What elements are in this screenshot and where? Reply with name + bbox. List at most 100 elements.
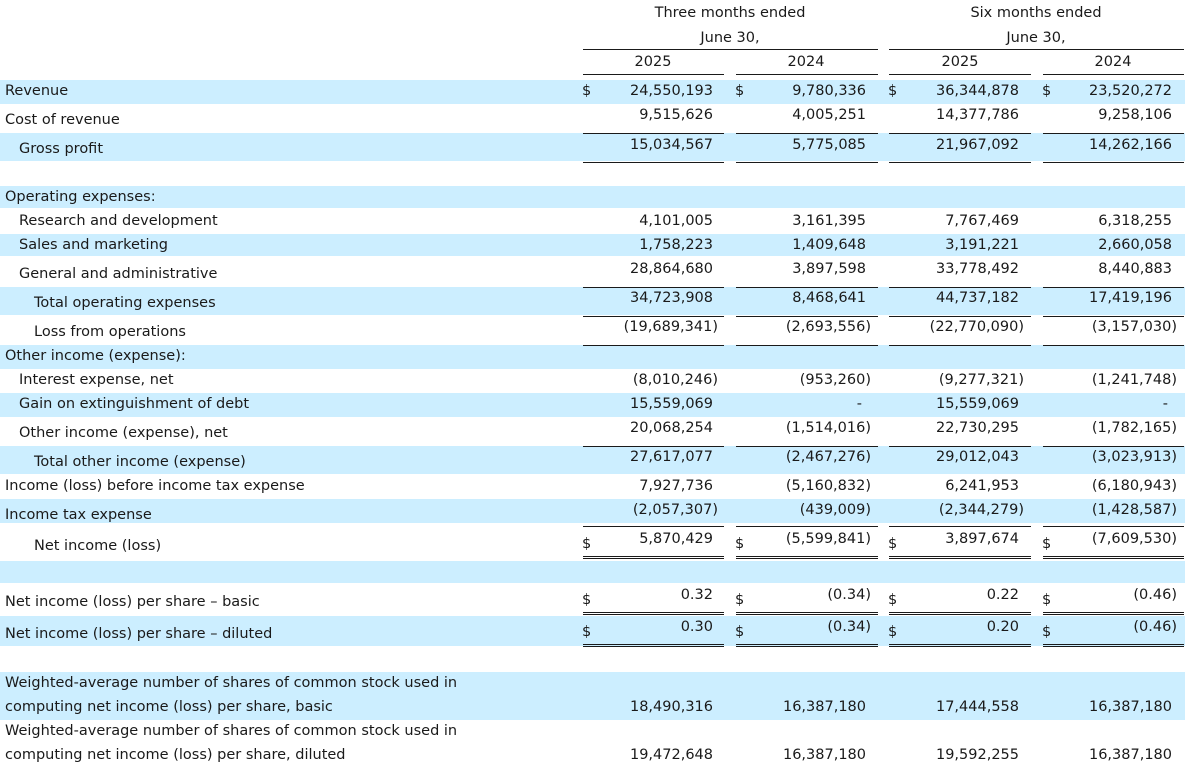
cell-eps-diluted: 0.30 xyxy=(680,619,713,635)
subtotal-rule xyxy=(1043,316,1184,317)
cell-weighted-avg-diluted: 19,592,255 xyxy=(935,747,1019,763)
gross-profit-bottom-rule xyxy=(1043,162,1184,163)
header-group-rule xyxy=(583,49,878,50)
cell-gain-on-extinguishment-of-debt: - xyxy=(856,396,862,412)
cell-cost-of-revenue: 14,377,786 xyxy=(935,107,1019,123)
cell-general-and-administrative: 28,864,680 xyxy=(629,261,713,277)
row-band xyxy=(0,561,1185,583)
cell-research-and-development: 4,101,005 xyxy=(639,213,713,229)
year-header: 2025 xyxy=(634,54,672,70)
total-double-rule xyxy=(583,556,724,559)
loss-from-operations-bottom-rule xyxy=(889,345,1031,346)
row-label-weighted-avg-diluted-line1: Weighted-average number of shares of com… xyxy=(5,723,458,739)
dollar-sign: $ xyxy=(888,536,898,552)
row-label-research-and-development: Research and development xyxy=(19,213,218,229)
row-band xyxy=(0,234,1185,256)
row-label-revenue: Revenue xyxy=(5,83,69,99)
cell-general-and-administrative: 33,778,492 xyxy=(935,261,1019,277)
total-double-rule xyxy=(583,612,724,615)
cell-gain-on-extinguishment-of-debt: 15,559,069 xyxy=(935,396,1019,412)
row-label-sales-and-marketing: Sales and marketing xyxy=(19,237,168,253)
total-double-rule xyxy=(1043,644,1184,647)
cell-weighted-avg-diluted: 19,472,648 xyxy=(629,747,713,763)
cell-income-loss-before-tax: (6,180,943) xyxy=(1091,478,1177,494)
cell-gross-profit: 21,967,092 xyxy=(935,137,1019,153)
cell-gross-profit: 14,262,166 xyxy=(1088,137,1172,153)
cell-loss-from-operations: (2,693,556) xyxy=(785,319,871,335)
row-label-income-tax-expense: Income tax expense xyxy=(5,507,152,523)
total-double-rule xyxy=(889,612,1031,615)
row-label-interest-expense-net: Interest expense, net xyxy=(19,372,174,388)
cell-total-other-income-expense: (2,467,276) xyxy=(785,449,871,465)
dollar-sign: $ xyxy=(888,592,898,608)
row-label-weighted-avg-basic-line2: computing net income (loss) per share, b… xyxy=(5,699,333,715)
total-double-rule xyxy=(1043,556,1184,559)
total-double-rule xyxy=(889,556,1031,559)
cell-net-income-loss: 3,897,674 xyxy=(945,531,1019,547)
three-months-header-line1: Three months ended xyxy=(654,5,806,21)
cell-cost-of-revenue: 9,515,626 xyxy=(639,107,713,123)
subtotal-rule xyxy=(583,287,724,288)
cell-interest-expense-net: (1,241,748) xyxy=(1091,372,1177,388)
row-label-weighted-avg-basic-line1: Weighted-average number of shares of com… xyxy=(5,675,458,691)
row-label-total-other-income-expense: Total other income (expense) xyxy=(34,454,246,470)
cell-total-other-income-expense: 27,617,077 xyxy=(629,449,713,465)
cell-total-other-income-expense: (3,023,913) xyxy=(1091,449,1177,465)
dollar-sign: $ xyxy=(735,83,745,99)
dollar-sign: $ xyxy=(735,624,745,640)
row-label-other-income-expense: Other income (expense): xyxy=(5,348,186,364)
cell-other-income-expense-net: 22,730,295 xyxy=(935,420,1019,436)
row-label-operating-expenses: Operating expenses: xyxy=(5,189,156,205)
loss-from-operations-bottom-rule xyxy=(583,345,724,346)
subtotal-rule xyxy=(583,446,724,447)
row-band xyxy=(0,287,1185,315)
subtotal-rule xyxy=(889,133,1031,134)
cell-revenue: 24,550,193 xyxy=(629,83,713,99)
cell-weighted-avg-basic: 16,387,180 xyxy=(782,699,866,715)
cell-income-tax-expense: (2,057,307) xyxy=(632,502,718,518)
subtotal-rule xyxy=(736,526,878,527)
dollar-sign: $ xyxy=(735,536,745,552)
subtotal-rule xyxy=(1043,133,1184,134)
subtotal-rule xyxy=(1043,287,1184,288)
row-band xyxy=(0,80,1185,104)
cell-eps-diluted: (0.46) xyxy=(1133,619,1177,635)
total-double-rule xyxy=(1043,612,1184,615)
subtotal-rule xyxy=(583,316,724,317)
gross-profit-bottom-rule xyxy=(736,162,878,163)
six-months-header-line1: Six months ended xyxy=(970,5,1102,21)
row-band xyxy=(0,393,1185,417)
cell-eps-diluted: (0.34) xyxy=(827,619,871,635)
cell-total-operating-expenses: 44,737,182 xyxy=(935,290,1019,306)
year-header-rule xyxy=(583,74,724,75)
cell-other-income-expense-net: (1,514,016) xyxy=(785,420,871,436)
row-label-gain-on-extinguishment-of-debt: Gain on extinguishment of debt xyxy=(19,396,250,412)
dollar-sign: $ xyxy=(1042,83,1052,99)
row-label-income-loss-before-tax: Income (loss) before income tax expense xyxy=(5,478,305,494)
cell-income-loss-before-tax: 6,241,953 xyxy=(945,478,1019,494)
subtotal-rule xyxy=(889,446,1031,447)
cell-weighted-avg-basic: 18,490,316 xyxy=(629,699,713,715)
row-band xyxy=(0,499,1185,523)
cell-weighted-avg-diluted: 16,387,180 xyxy=(782,747,866,763)
header-group-rule xyxy=(889,49,1184,50)
cell-revenue: 36,344,878 xyxy=(935,83,1019,99)
dollar-sign: $ xyxy=(582,592,592,608)
cell-net-income-loss: (5,599,841) xyxy=(785,531,871,547)
row-band xyxy=(0,446,1185,474)
cell-income-tax-expense: (2,344,279) xyxy=(938,502,1024,518)
year-header-rule xyxy=(1043,74,1184,75)
row-label-gross-profit: Gross profit xyxy=(19,141,104,157)
cell-loss-from-operations: (3,157,030) xyxy=(1091,319,1177,335)
row-label-other-income-expense-net: Other income (expense), net xyxy=(19,425,228,441)
cell-other-income-expense-net: 20,068,254 xyxy=(629,420,713,436)
loss-from-operations-bottom-rule xyxy=(736,345,878,346)
cell-general-and-administrative: 3,897,598 xyxy=(792,261,866,277)
cell-total-operating-expenses: 17,419,196 xyxy=(1088,290,1172,306)
cell-income-loss-before-tax: (5,160,832) xyxy=(785,478,871,494)
subtotal-rule xyxy=(736,287,878,288)
row-band xyxy=(0,133,1185,161)
cell-interest-expense-net: (8,010,246) xyxy=(632,372,718,388)
dollar-sign: $ xyxy=(1042,592,1052,608)
